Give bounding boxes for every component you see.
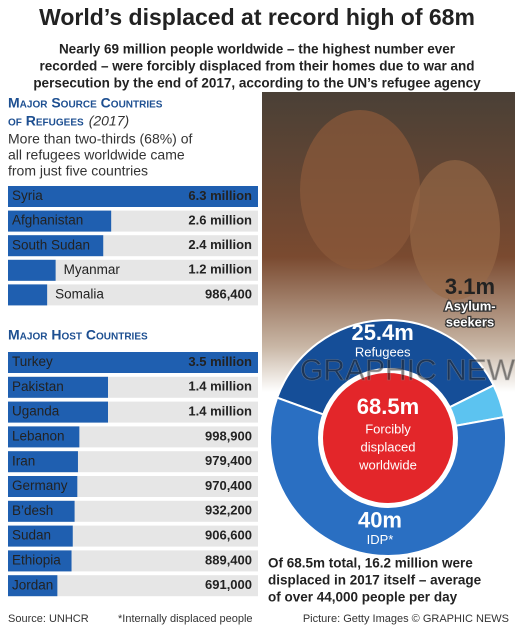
section-title: Major Source Countries — [8, 95, 163, 111]
section-title: Major Host Countries — [8, 327, 148, 343]
category-label: Jordan — [12, 577, 53, 592]
category-label: Lebanon — [12, 428, 65, 443]
value-label: 906,600 — [205, 528, 252, 543]
headline: World’s displaced at record high of 68m — [39, 4, 475, 30]
segment-value: 25.4m — [351, 320, 413, 345]
segment-label: Asylum- — [444, 298, 495, 313]
section-description: all refugees worldwide came — [8, 147, 185, 163]
value-label: 2.6 million — [188, 213, 252, 228]
watermark: GRAPHIC NEWS — [300, 354, 515, 387]
bar — [8, 210, 112, 232]
category-label: Afghanistan — [12, 213, 83, 228]
value-label: 889,400 — [205, 552, 252, 567]
category-label: Uganda — [12, 404, 60, 419]
category-label: Germany — [12, 478, 68, 493]
bar — [8, 352, 258, 373]
bar — [8, 376, 108, 398]
section-description: More than two-thirds (68%) of — [8, 131, 193, 147]
row-background — [8, 575, 258, 597]
total-caption: Forcibly — [365, 421, 411, 436]
segment-label: seekers — [446, 314, 494, 329]
value-label: 2.4 million — [188, 237, 252, 252]
category-label: Ethiopia — [12, 552, 61, 567]
value-label: 3.5 million — [188, 354, 252, 369]
bar — [8, 259, 56, 281]
bar — [8, 476, 78, 497]
value-label: 932,200 — [205, 503, 252, 518]
segment-value: 3.1m — [445, 274, 495, 299]
bar — [8, 451, 78, 473]
bar — [8, 575, 58, 597]
value-label: 979,400 — [205, 453, 252, 468]
photo-figure — [410, 160, 500, 300]
category-label: Myanmar — [64, 262, 121, 277]
value-label: 691,000 — [205, 577, 252, 592]
segment-label: Refugees — [355, 345, 411, 360]
section-description: from just five countries — [8, 163, 148, 179]
center-total — [323, 373, 453, 503]
bar — [8, 284, 48, 306]
bar — [8, 401, 108, 423]
value-label: 986,400 — [205, 286, 252, 301]
subheadline: recorded – were forcibly displaced from … — [39, 59, 474, 74]
bar — [8, 525, 73, 547]
donut-note: Of 68.5m total, 16.2 million were — [268, 556, 473, 571]
segment-label: IDP* — [367, 532, 394, 547]
bar — [8, 550, 72, 572]
donut-note: displaced in 2017 itself – average — [268, 573, 482, 588]
category-label: Somalia — [55, 286, 104, 301]
value-label: 1.4 million — [188, 404, 252, 419]
section-title: of Refugees — [8, 113, 84, 129]
footnote: *Internally displaced people — [118, 613, 253, 625]
category-label: Sudan — [12, 528, 51, 543]
value-label: 6.3 million — [188, 188, 252, 203]
bar — [8, 186, 258, 207]
total-caption: displaced — [361, 439, 416, 454]
donut-note: of over 44,000 people per day — [268, 590, 458, 605]
value-label: 970,400 — [205, 478, 252, 493]
category-label: B’desh — [12, 503, 53, 518]
category-label: Turkey — [12, 354, 53, 369]
total-label: 68.5m — [357, 394, 419, 419]
category-label: Pakistan — [12, 379, 64, 394]
subheadline: persecution by the end of 2017, accordin… — [33, 76, 481, 91]
category-label: Syria — [12, 188, 43, 203]
credit: Picture: Getty Images © GRAPHIC NEWS — [303, 613, 509, 625]
row-background — [8, 259, 258, 281]
total-caption: worldwide — [358, 457, 417, 472]
value-label: 1.4 million — [188, 379, 252, 394]
category-label: Iran — [12, 453, 35, 468]
row-background — [8, 284, 258, 306]
segment-value: 40m — [358, 507, 402, 532]
bar — [8, 426, 80, 448]
bar — [8, 235, 104, 257]
section-note: (2017) — [89, 113, 129, 129]
category-label: South Sudan — [12, 237, 90, 252]
value-label: 1.2 million — [188, 262, 252, 277]
value-label: 998,900 — [205, 428, 252, 443]
photo-figure — [300, 110, 420, 270]
subheadline: Nearly 69 million people worldwide – the… — [59, 42, 456, 57]
bar — [8, 500, 75, 522]
source: Source: UNHCR — [8, 613, 89, 625]
